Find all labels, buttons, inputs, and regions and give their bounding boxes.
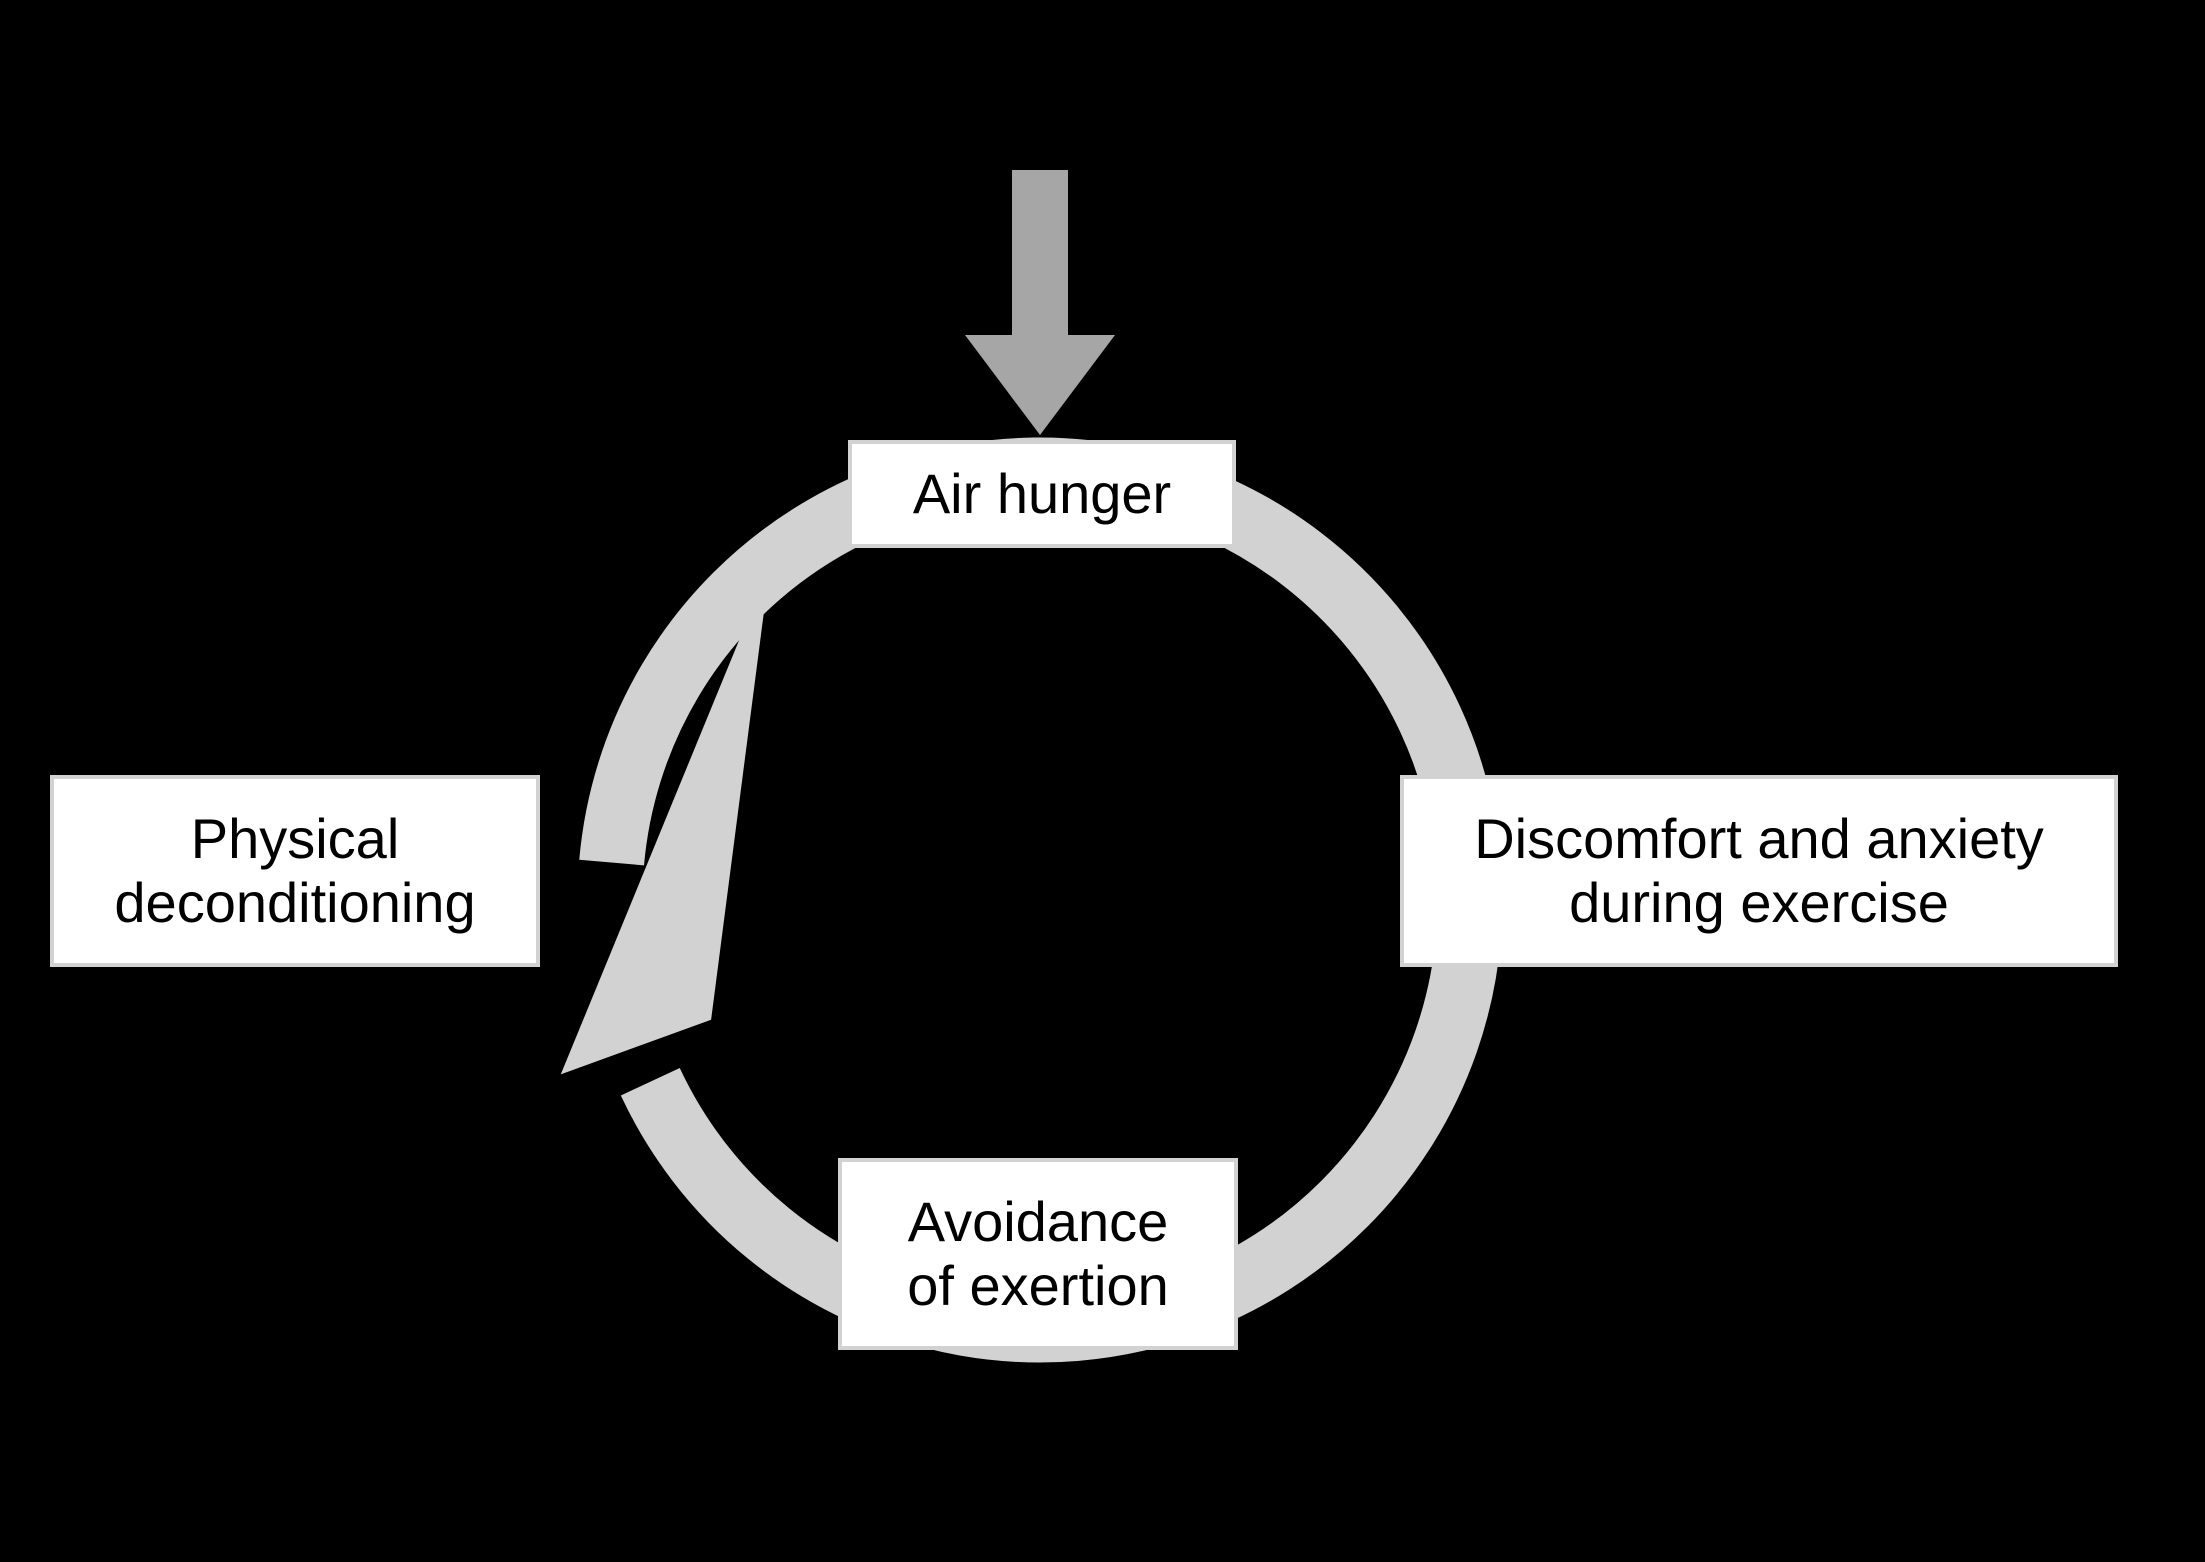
node-discomfort: Discomfort and anxiety during exercise [1400, 775, 2118, 967]
entry-arrow-head [965, 335, 1115, 435]
node-label: Physical deconditioning [114, 807, 475, 936]
node-label: Discomfort and anxiety during exercise [1474, 807, 2044, 936]
node-deconditioning: Physical deconditioning [50, 775, 540, 967]
node-label: Avoidance of exertion [907, 1190, 1169, 1319]
cycle-diagram: Air hunger Discomfort and anxiety during … [0, 0, 2205, 1562]
entry-arrow-shaft [1012, 170, 1068, 345]
node-air-hunger: Air hunger [848, 440, 1236, 548]
node-label: Air hunger [913, 462, 1171, 526]
node-avoidance: Avoidance of exertion [838, 1158, 1238, 1350]
